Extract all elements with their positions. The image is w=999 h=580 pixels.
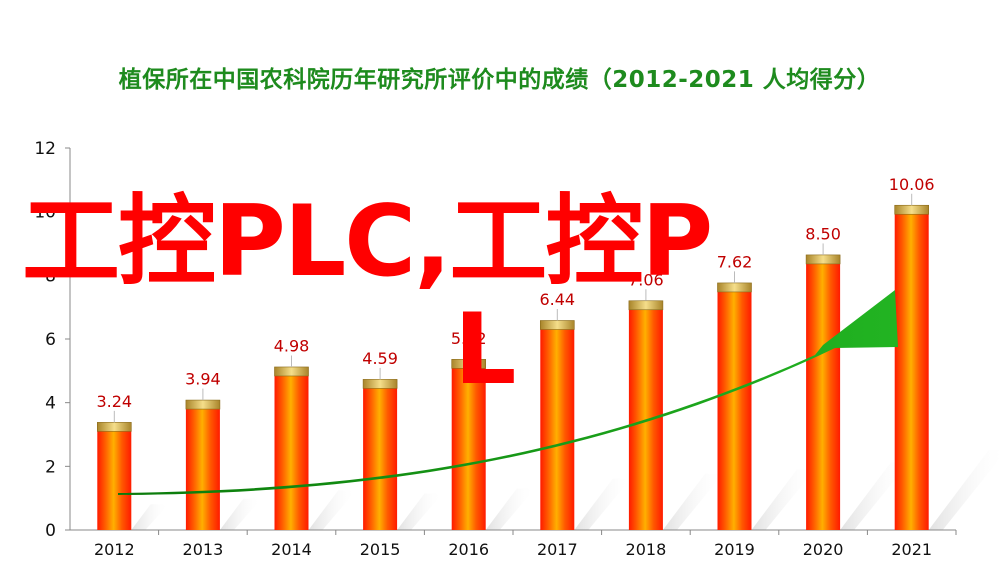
bar [97, 431, 132, 530]
bar-cap [97, 422, 132, 432]
x-tick-label: 2016 [448, 540, 489, 559]
data-labels: 3.24 3.94 4.98 4.59 5.22 6.44 7.06 7.62 8.50 10.0… [96, 175, 935, 423]
bar-cap [628, 300, 664, 311]
y-tick-label: 10 [34, 203, 56, 223]
x-tick-label: 2020 [803, 540, 844, 559]
bar-shadow [485, 488, 535, 530]
bar-shadow [131, 504, 169, 530]
trend-arrow-shape [118, 290, 898, 495]
x-tick-label: 2013 [183, 540, 224, 559]
bar-shadow [397, 493, 443, 530]
bar-shadow [574, 478, 631, 530]
bar-shadow [840, 462, 909, 530]
bar-cap [451, 359, 487, 369]
bar-shadow [219, 498, 262, 530]
bar-shadow [308, 490, 357, 530]
bar-cap [274, 366, 309, 377]
bar [540, 329, 575, 530]
bar [806, 263, 841, 530]
bar-cap [362, 379, 398, 389]
bar-shadows [131, 449, 999, 530]
axes: 0 2 4 6 8 10 12 2012 2013 2014 2015 2016 2017 2018 201… [34, 139, 957, 559]
bar [185, 409, 220, 530]
bar [717, 291, 752, 530]
bar-cap [805, 254, 841, 265]
x-tick-label: 2019 [714, 540, 755, 559]
bar [894, 214, 929, 531]
bars [97, 204, 930, 531]
bar [363, 388, 398, 530]
y-tick-label: 12 [34, 139, 56, 159]
bar-shadow [751, 469, 815, 530]
data-label: 3.94 [185, 370, 221, 389]
y-tick-label: 4 [45, 394, 56, 414]
data-label: 7.06 [628, 270, 664, 289]
data-label: 6.44 [539, 290, 575, 309]
x-tick-label: 2012 [94, 540, 135, 559]
trend-arrow [118, 290, 898, 495]
x-tick-label: 2021 [891, 540, 932, 559]
chart-title: 植保所在中国农科院历年研究所评价中的成绩（2012-2021 人均得分） [118, 67, 881, 93]
y-tick-label: 6 [45, 330, 56, 350]
x-tick-label: 2018 [626, 540, 667, 559]
bar-shadow [928, 449, 999, 530]
data-label: 7.62 [717, 252, 753, 271]
data-label: 4.98 [274, 336, 310, 355]
bar-cap [894, 204, 930, 215]
bar [274, 375, 309, 530]
y-tick-label: 8 [45, 266, 56, 286]
y-tick-label: 0 [45, 521, 56, 541]
data-label: 10.06 [889, 175, 935, 194]
bar [451, 368, 486, 530]
data-label: 3.24 [96, 392, 132, 411]
x-tick-label: 2017 [537, 540, 578, 559]
data-label: 5.22 [451, 329, 487, 348]
bar-cap [185, 399, 221, 410]
y-tick-label: 2 [45, 457, 56, 477]
x-tick-label: 2014 [271, 540, 312, 559]
bar-shadow [662, 473, 724, 530]
bar-cap [539, 320, 575, 330]
bar-cap [717, 282, 752, 293]
data-label: 8.50 [805, 224, 841, 243]
x-tick-label: 2015 [360, 540, 401, 559]
data-label: 4.59 [362, 349, 398, 368]
